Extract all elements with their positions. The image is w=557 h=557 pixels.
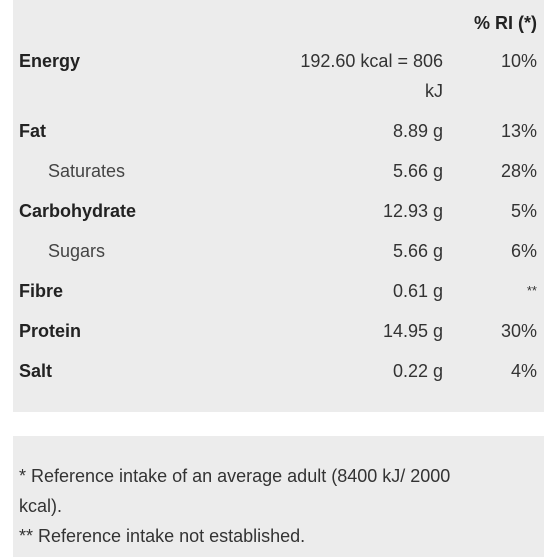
nutrient-amount: 192.60 kcal = 806 <box>300 51 443 71</box>
nutrient-name: Energy <box>19 51 81 71</box>
nutrient-ri: 4% <box>510 361 537 381</box>
nutrient-amount: 0.61 g <box>392 281 443 301</box>
footnote-reference-intake-continued: kcal). <box>19 496 63 516</box>
nutrient-name: Sugars <box>48 241 106 261</box>
nutrient-ri: 5% <box>510 201 537 221</box>
nutrient-name: Fibre <box>19 281 64 301</box>
nutrient-amount: 14.95 g <box>382 321 443 341</box>
nutrition-table: % RI (*) Energy 192.60 kcal = 806 10% kJ… <box>13 0 544 412</box>
nutrient-amount: 12.93 g <box>382 201 443 221</box>
footnote-not-established: ** Reference intake not established. <box>19 526 306 546</box>
nutrient-amount-continued: kJ <box>425 81 443 101</box>
nutrient-name: Saturates <box>48 161 126 181</box>
nutrient-ri: 10% <box>500 51 537 71</box>
nutrient-name: Protein <box>19 321 82 341</box>
nutrient-ri: 6% <box>510 241 537 261</box>
footnote-reference-intake: * Reference intake of an average adult (… <box>19 466 451 486</box>
nutrient-name: Salt <box>19 361 53 381</box>
nutrient-amount: 8.89 g <box>392 121 443 141</box>
nutrient-ri: 30% <box>500 321 537 341</box>
nutrient-amount: 5.66 g <box>392 241 443 261</box>
nutrient-name: Carbohydrate <box>19 201 137 221</box>
nutrient-ri: 13% <box>500 121 537 141</box>
nutrient-ri: ** <box>526 283 537 298</box>
nutrient-ri: 28% <box>500 161 537 181</box>
nutrient-amount: 5.66 g <box>392 161 443 181</box>
ri-column-header: % RI (*) <box>474 13 537 33</box>
nutrient-name: Fat <box>19 121 46 141</box>
footnotes: * Reference intake of an average adult (… <box>13 436 544 557</box>
nutrient-amount: 0.22 g <box>392 361 443 381</box>
